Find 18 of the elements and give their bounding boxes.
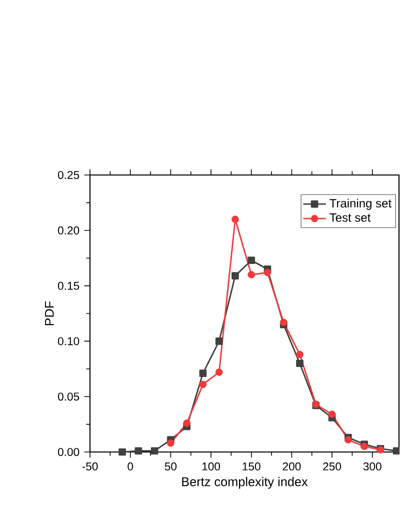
x-tick-label: 0 <box>128 462 134 470</box>
x-tick-label: 50 <box>165 462 177 470</box>
y-tick-label: 0.15 <box>58 282 80 290</box>
x-tick-label: 200 <box>283 462 301 470</box>
legend-label: Training set <box>330 198 392 210</box>
x-tick-label: 100 <box>202 462 220 470</box>
x-tick-label: 300 <box>364 462 382 470</box>
y-tick-label: 0.10 <box>58 337 80 346</box>
y-tick-label: 0.00 <box>58 448 80 456</box>
x-tick-label: 150 <box>242 462 261 470</box>
x-tick-label: -50 <box>82 462 98 470</box>
y-tick-label: 0.25 <box>58 170 80 180</box>
y-tick-label: 0.05 <box>58 392 80 401</box>
y-axis-title: PDF <box>45 301 54 326</box>
y-tick-label: 0.20 <box>58 226 80 234</box>
x-tick-label: 250 <box>323 462 342 470</box>
x-axis-title: Bertz complexity index <box>182 476 308 489</box>
legend-label: Test set <box>330 213 371 222</box>
